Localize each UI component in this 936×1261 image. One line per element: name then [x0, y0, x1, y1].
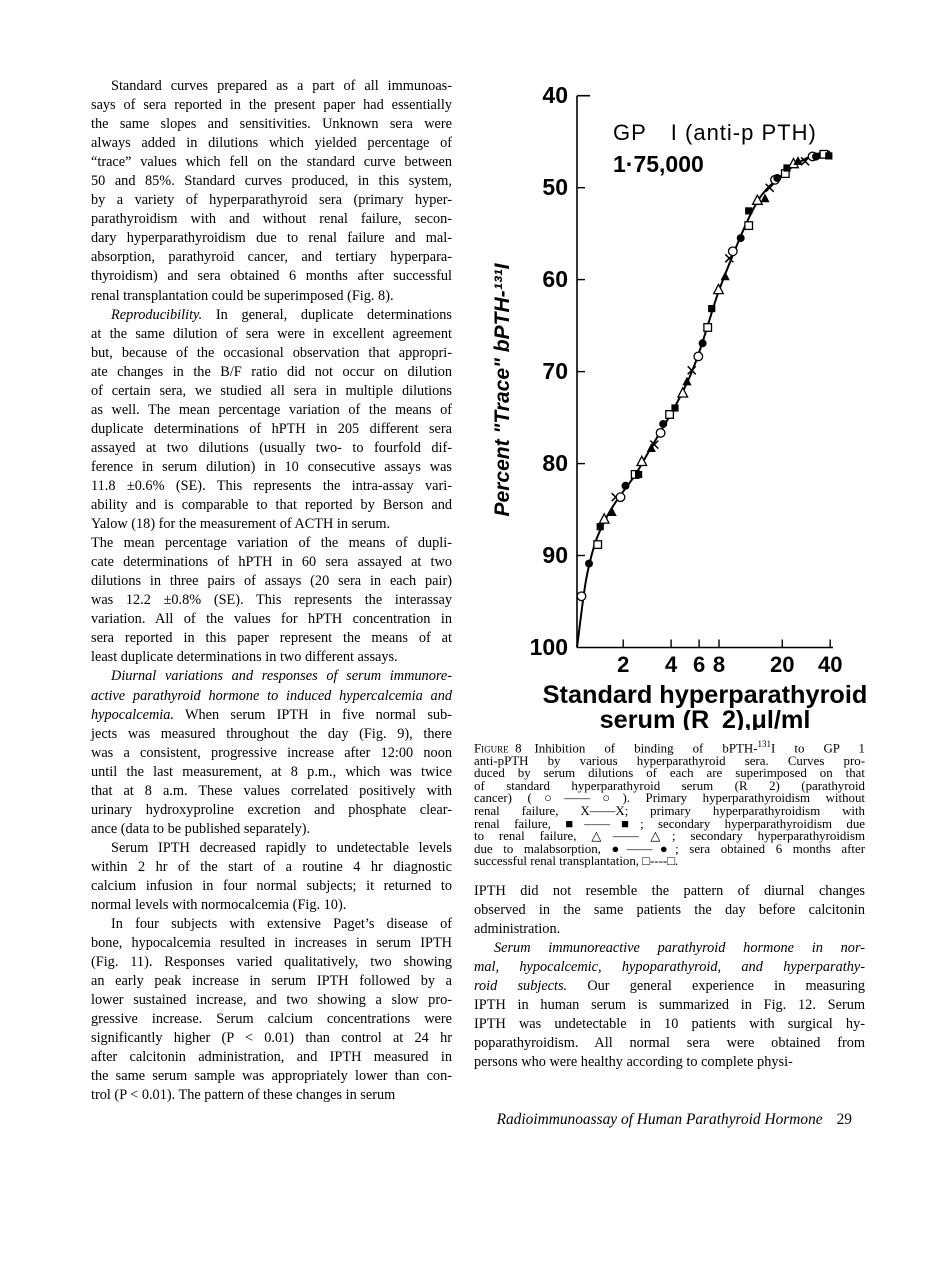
svg-text:50: 50: [542, 174, 568, 200]
svg-text:Percent "Trace" bPTH-¹³¹I: Percent "Trace" bPTH-¹³¹I: [491, 262, 514, 516]
svg-text:2: 2: [617, 652, 629, 677]
svg-text:4: 4: [665, 652, 678, 677]
svg-text:90: 90: [542, 542, 568, 568]
svg-text:8: 8: [713, 652, 725, 677]
svg-text:20: 20: [770, 652, 794, 677]
svg-text:40: 40: [542, 82, 568, 108]
svg-text:100: 100: [530, 634, 568, 660]
svg-text:80: 80: [542, 450, 568, 476]
svg-text:70: 70: [542, 358, 568, 384]
svg-text:GP I (anti-p PTH): GP I (anti-p PTH): [613, 120, 817, 145]
svg-text:40: 40: [818, 652, 842, 677]
svg-text:Standard hyperparathyroid: Standard hyperparathyroid: [543, 681, 868, 709]
svg-text:serum (R 2),μl/ml: serum (R 2),μl/ml: [600, 706, 811, 730]
svg-text:1·75,000: 1·75,000: [613, 151, 704, 177]
svg-text:6: 6: [693, 652, 705, 677]
svg-text:60: 60: [542, 266, 568, 292]
